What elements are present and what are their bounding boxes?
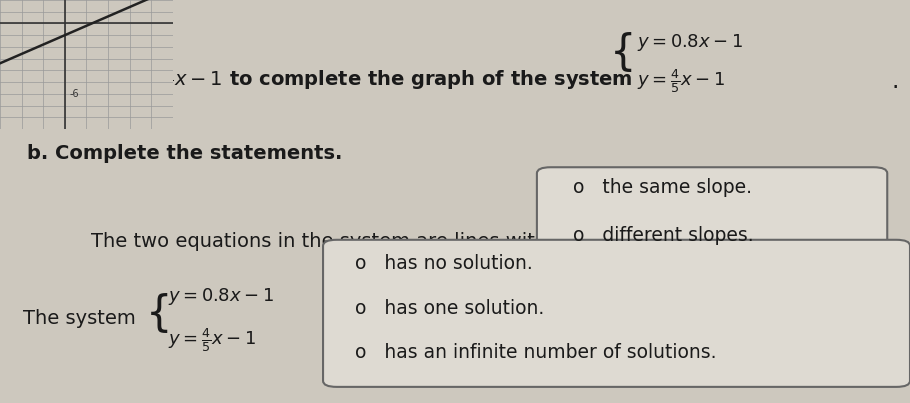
Text: -6: -6 — [69, 89, 79, 99]
Text: o   has one solution.: o has one solution. — [355, 299, 544, 318]
Text: b. Complete the statements.: b. Complete the statements. — [27, 143, 343, 163]
Text: $y = 0.8x - 1$: $y = 0.8x - 1$ — [168, 286, 274, 307]
Text: The two equations in the system are lines with: The two equations in the system are line… — [91, 232, 547, 251]
Text: $y = \frac{4}{5}x - 1$: $y = \frac{4}{5}x - 1$ — [637, 66, 725, 95]
Text: $y = \frac{4}{5}x - 1$: $y = \frac{4}{5}x - 1$ — [168, 326, 257, 355]
Text: The system: The system — [23, 309, 136, 328]
Text: a. Graph $y = \frac{4}{5}x - 1$ to complete the graph of the system: a. Graph $y = \frac{4}{5}x - 1$ to compl… — [27, 66, 633, 96]
Text: {: { — [610, 32, 637, 75]
Text: o   different slopes.: o different slopes. — [573, 226, 753, 245]
Text: $y = 0.8x - 1$: $y = 0.8x - 1$ — [637, 32, 743, 53]
FancyBboxPatch shape — [537, 167, 887, 278]
FancyBboxPatch shape — [323, 240, 910, 387]
Text: o   has an infinite number of solutions.: o has an infinite number of solutions. — [355, 343, 716, 362]
Text: {: { — [146, 293, 173, 335]
Text: .: . — [892, 69, 899, 93]
Text: o   the same slope.: o the same slope. — [573, 178, 753, 197]
Text: o   has no solution.: o has no solution. — [355, 254, 532, 274]
